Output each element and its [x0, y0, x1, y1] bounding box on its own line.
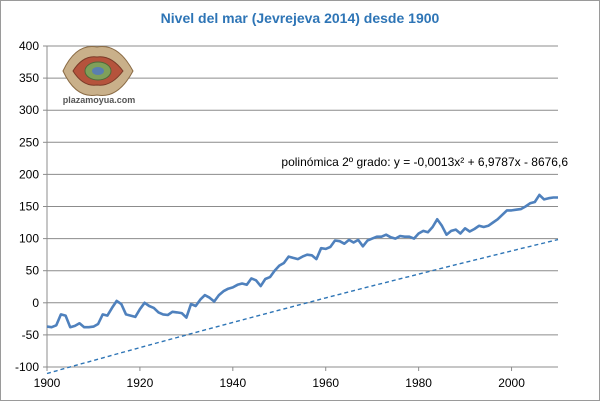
- x-tick-label-2000: 2000: [498, 376, 525, 390]
- y-tick-label--100: -100: [15, 360, 39, 374]
- y-tick-label--50: -50: [22, 328, 40, 342]
- y-tick-label-250: 250: [19, 135, 39, 149]
- y-tick-label-0: 0: [32, 296, 39, 310]
- x-tick-label-1920: 1920: [127, 376, 154, 390]
- y-tick-label-350: 350: [19, 71, 39, 85]
- y-tick-label-50: 50: [26, 264, 40, 278]
- logo-watermark-text: plazamoyua.com: [63, 95, 136, 105]
- x-tick-label-1900: 1900: [34, 376, 61, 390]
- y-tick-label-100: 100: [19, 232, 39, 246]
- plazamoyua-logo: plazamoyua.com: [62, 46, 136, 105]
- y-tick-label-200: 200: [19, 167, 39, 181]
- trendline-equation: polinómica 2º grado: y = -0,0013x² + 6,9…: [281, 155, 568, 169]
- sea-level-series: [46, 193, 558, 329]
- series-group: [46, 193, 559, 375]
- axes: [46, 46, 558, 371]
- x-tick-label-1960: 1960: [312, 376, 339, 390]
- y-tick-labels: -100 -50 0 50 100 150 200 250 300 350 400: [15, 39, 39, 374]
- gridlines: [43, 45, 558, 368]
- x-tick-labels: 1900 1920 1940 1960 1980 2000: [34, 376, 526, 390]
- y-tick-label-150: 150: [19, 200, 39, 214]
- x-tick-label-1940: 1940: [219, 376, 246, 390]
- x-tick-label-1980: 1980: [405, 376, 432, 390]
- logo-center: [92, 67, 104, 75]
- chart-title: Nivel del mar (Jevrejeva 2014) desde 190…: [161, 10, 440, 26]
- y-tick-label-300: 300: [19, 103, 39, 117]
- y-tick-label-400: 400: [19, 39, 39, 53]
